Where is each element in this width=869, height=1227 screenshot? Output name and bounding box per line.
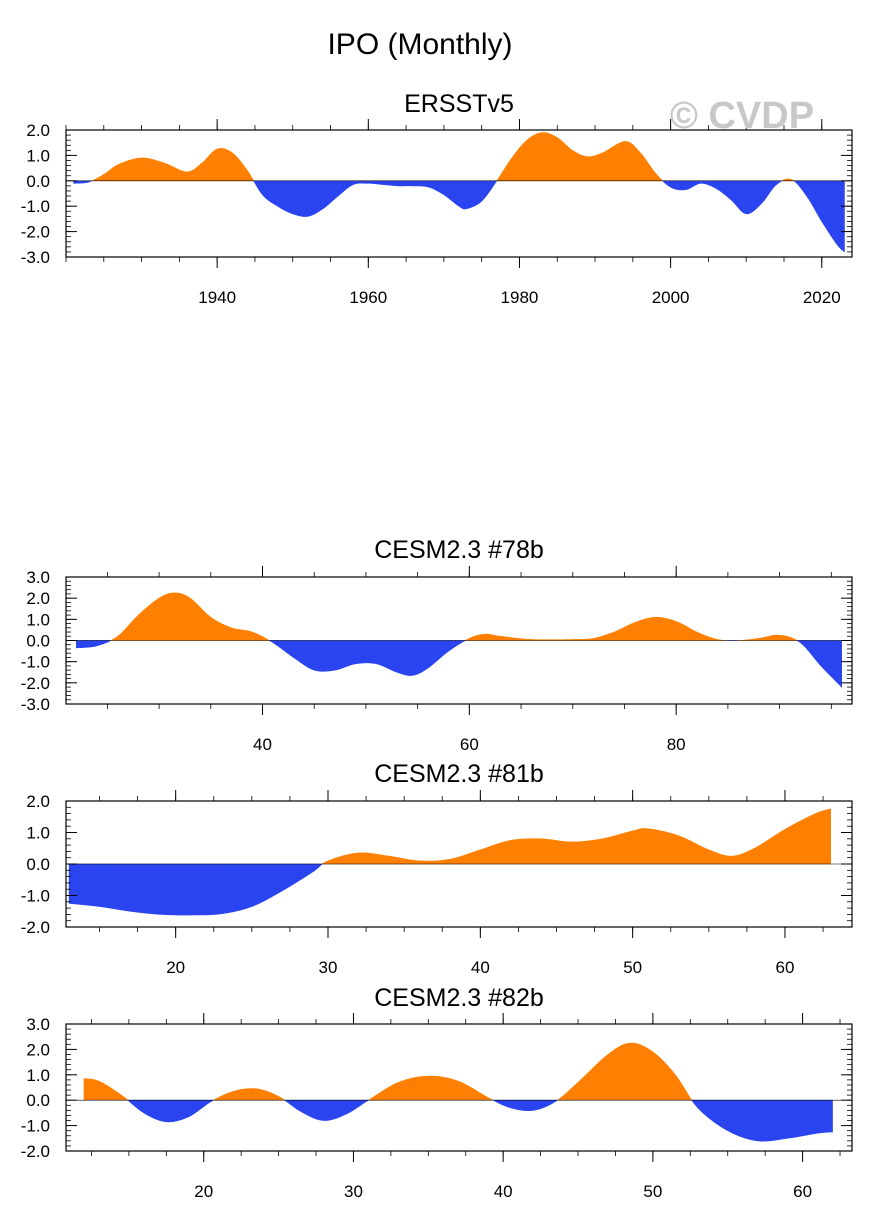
positive-anomaly-area bbox=[92, 132, 795, 182]
negative-anomaly-area bbox=[126, 1099, 833, 1142]
y-tick-label: 3.0 bbox=[26, 1015, 50, 1034]
x-tick-label: 30 bbox=[319, 958, 338, 977]
y-tick-label: -3.0 bbox=[21, 248, 50, 267]
x-tick-label: 60 bbox=[776, 958, 795, 977]
y-tick-label: 2.0 bbox=[26, 792, 50, 811]
x-tick-label: 1980 bbox=[501, 288, 539, 307]
y-tick-label: 0.0 bbox=[26, 172, 50, 191]
y-tick-label: 2.0 bbox=[26, 589, 50, 608]
y-tick-label: 1.0 bbox=[26, 610, 50, 629]
y-tick-label: -2.0 bbox=[21, 674, 50, 693]
panel-title: CESM2.3 #82b bbox=[374, 984, 544, 1012]
x-tick-label: 1960 bbox=[349, 288, 387, 307]
chart-panel-4: CESM2.3 #82b 3.0 2.0 1.0 0.0 -1.0 -2.0 20 30 40 50… bbox=[21, 984, 853, 1201]
plot-frame bbox=[65, 129, 853, 258]
cvdp-watermark: © CVDP bbox=[670, 95, 814, 137]
x-tick-label: 2020 bbox=[803, 288, 841, 307]
y-tick-label: 1.0 bbox=[26, 146, 50, 165]
negative-anomaly-area bbox=[68, 863, 324, 916]
negative-anomaly-area bbox=[73, 180, 845, 253]
figure-title: IPO (Monthly) bbox=[327, 28, 512, 61]
y-tick-label: 3.0 bbox=[26, 568, 50, 587]
y-tick-label: 0.0 bbox=[26, 1091, 50, 1110]
y-tick-label: -1.0 bbox=[21, 197, 50, 216]
y-tick-label: 0.0 bbox=[26, 632, 50, 651]
x-tick-label: 40 bbox=[253, 735, 272, 754]
x-tick-label: 20 bbox=[194, 1182, 213, 1201]
y-tick-label: 1.0 bbox=[26, 824, 50, 843]
positive-anomaly-area bbox=[110, 592, 799, 641]
y-tick-label: 2.0 bbox=[26, 1040, 50, 1059]
panel-title: CESM2.3 #81b bbox=[374, 760, 544, 788]
chart-panel-2: CESM2.3 #78b 3.0 2.0 1.0 0.0 -1.0 -2.0 -3.0 40 60… bbox=[21, 536, 853, 754]
x-tick-label: 50 bbox=[623, 958, 642, 977]
x-tick-label: 40 bbox=[494, 1182, 513, 1201]
y-tick-label: -3.0 bbox=[21, 695, 50, 714]
y-tick-label: -1.0 bbox=[21, 653, 50, 672]
x-tick-label: 2000 bbox=[652, 288, 690, 307]
chart-panel-1: ERSSTv5 2.0 1.0 0.0 -1.0 -2.0 -3.0 1940 1960 1980… bbox=[21, 90, 853, 307]
x-tick-label: 1940 bbox=[198, 288, 236, 307]
y-tick-label: -2.0 bbox=[21, 1142, 50, 1161]
y-tick-label: -1.0 bbox=[21, 887, 50, 906]
x-tick-label: 50 bbox=[643, 1182, 662, 1201]
y-tick-label: 2.0 bbox=[26, 121, 50, 140]
x-tick-label: 30 bbox=[344, 1182, 363, 1201]
negative-anomaly-area bbox=[76, 640, 842, 688]
y-tick-label: 0.0 bbox=[26, 855, 50, 874]
plot-frame bbox=[65, 1023, 853, 1152]
y-tick-label: -1.0 bbox=[21, 1117, 50, 1136]
chart-panel-3: CESM2.3 #81b 2.0 1.0 0.0 -1.0 -2.0 20 30 40 50 60 bbox=[21, 760, 853, 977]
x-tick-label: 60 bbox=[460, 735, 479, 754]
x-tick-label: 20 bbox=[166, 958, 185, 977]
x-tick-label: 40 bbox=[471, 958, 490, 977]
panel-title: CESM2.3 #78b bbox=[374, 536, 544, 564]
y-tick-label: 1.0 bbox=[26, 1066, 50, 1085]
positive-anomaly-area bbox=[321, 808, 831, 865]
positive-anomaly-area bbox=[83, 1042, 693, 1101]
x-tick-label: 60 bbox=[793, 1182, 812, 1201]
panel-title: ERSSTv5 bbox=[404, 90, 514, 118]
y-tick-label: -2.0 bbox=[21, 918, 50, 937]
x-tick-label: 80 bbox=[667, 735, 686, 754]
y-tick-label: -2.0 bbox=[21, 223, 50, 242]
